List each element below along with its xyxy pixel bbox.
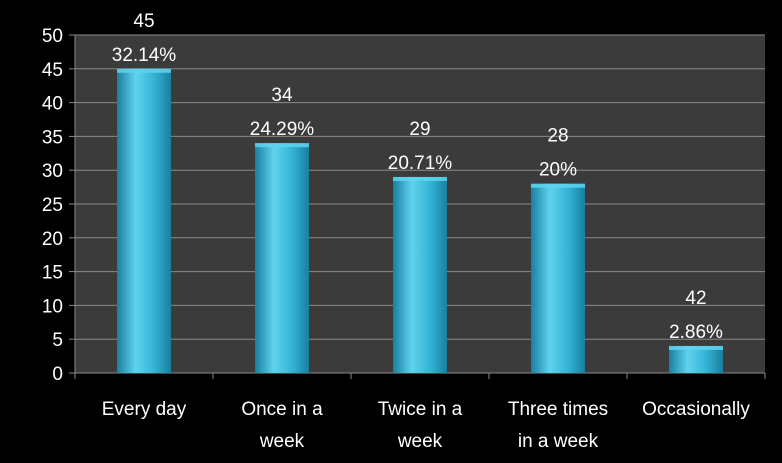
y-tick-label: 15 — [42, 263, 63, 284]
y-tick-label: 5 — [52, 330, 63, 351]
bar-cap — [117, 68, 171, 73]
bar-cap — [393, 176, 447, 181]
data-labels: 32.14% 45 24.29% 34 20.71% 29 20% 28 2.86% 42 — [112, 11, 723, 343]
x-tick-label: Three times — [508, 399, 608, 420]
bars — [117, 68, 723, 374]
x-tick-label: in a week — [518, 431, 599, 452]
data-label-percent: 20% — [539, 160, 577, 181]
y-tick-label: 25 — [42, 195, 63, 216]
data-label-count: 45 — [133, 11, 154, 32]
bar — [669, 345, 723, 373]
data-label-count: 29 — [409, 119, 430, 140]
bar-cap — [531, 183, 585, 188]
y-tick-label: 50 — [42, 26, 63, 47]
y-tick-label: 10 — [42, 296, 63, 317]
bar — [117, 68, 171, 374]
x-tick-label: week — [259, 431, 305, 452]
data-label-count: 28 — [547, 126, 568, 147]
x-tick-label: Twice in a — [378, 399, 463, 420]
bar — [393, 176, 447, 373]
bar — [531, 183, 585, 373]
data-label-count: 34 — [271, 85, 293, 106]
x-tick-labels: Every day Once in a week Twice in a week Thre… — [102, 399, 751, 452]
y-tick-label: 35 — [42, 127, 63, 148]
bar — [255, 143, 309, 373]
x-tick-label: Occasionally — [642, 399, 750, 420]
y-tick-labels: 0 5 10 15 20 25 30 35 40 45 50 — [42, 26, 63, 385]
bar-cap — [255, 143, 309, 148]
x-tick-label: week — [397, 431, 443, 452]
x-tick-label: Once in a — [241, 399, 323, 420]
bar-cap — [669, 345, 723, 350]
data-label-percent: 20.71% — [388, 153, 453, 174]
data-label-percent: 2.86% — [669, 322, 723, 343]
x-tick-label: Every day — [102, 399, 187, 420]
y-tick-label: 40 — [42, 94, 63, 115]
y-tick-label: 45 — [42, 60, 63, 81]
data-label-percent: 24.29% — [250, 119, 315, 140]
y-tick-label: 20 — [42, 229, 63, 250]
data-label-count: 42 — [685, 288, 706, 309]
y-tick-label: 30 — [42, 161, 63, 182]
data-label-percent: 32.14% — [112, 45, 177, 66]
y-tick-label: 0 — [52, 364, 63, 385]
